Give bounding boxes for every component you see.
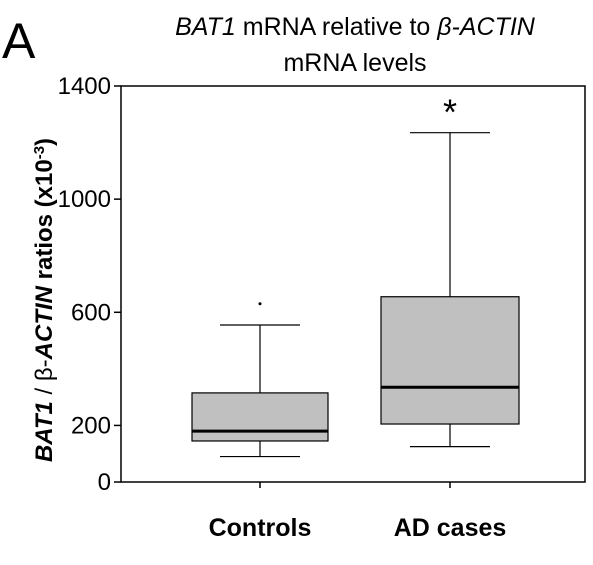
box-controls: [191, 302, 329, 458]
chart-title-line2: mRNA levels: [283, 49, 426, 77]
y-tick-label: 1400: [58, 73, 111, 100]
y-tick-label: 200: [71, 412, 111, 439]
y-axis-ticks: 0 200 600 1000 1400: [58, 73, 121, 496]
y-tick-label: 0: [98, 469, 111, 496]
y-tick-label: 1000: [58, 186, 111, 213]
x-axis-ticks: Controls AD cases: [209, 482, 507, 542]
box-series: *: [191, 92, 520, 458]
significance-asterisk: *: [443, 92, 457, 133]
iqr-box: [380, 296, 520, 425]
iqr-box: [191, 392, 329, 442]
plot-frame: [120, 85, 586, 483]
chart-title-line1: BAT1 mRNA relative to β-ACTIN: [175, 13, 536, 41]
outlier-point: [258, 302, 262, 306]
x-category-label: Controls: [209, 514, 312, 542]
box-ad-cases: [380, 132, 520, 448]
x-category-label: AD cases: [394, 514, 507, 542]
panel-label: A: [2, 13, 36, 69]
y-axis-label: BAT1 / β-ACTIN ratios (x10-3): [31, 138, 59, 462]
y-tick-label: 600: [71, 299, 111, 326]
